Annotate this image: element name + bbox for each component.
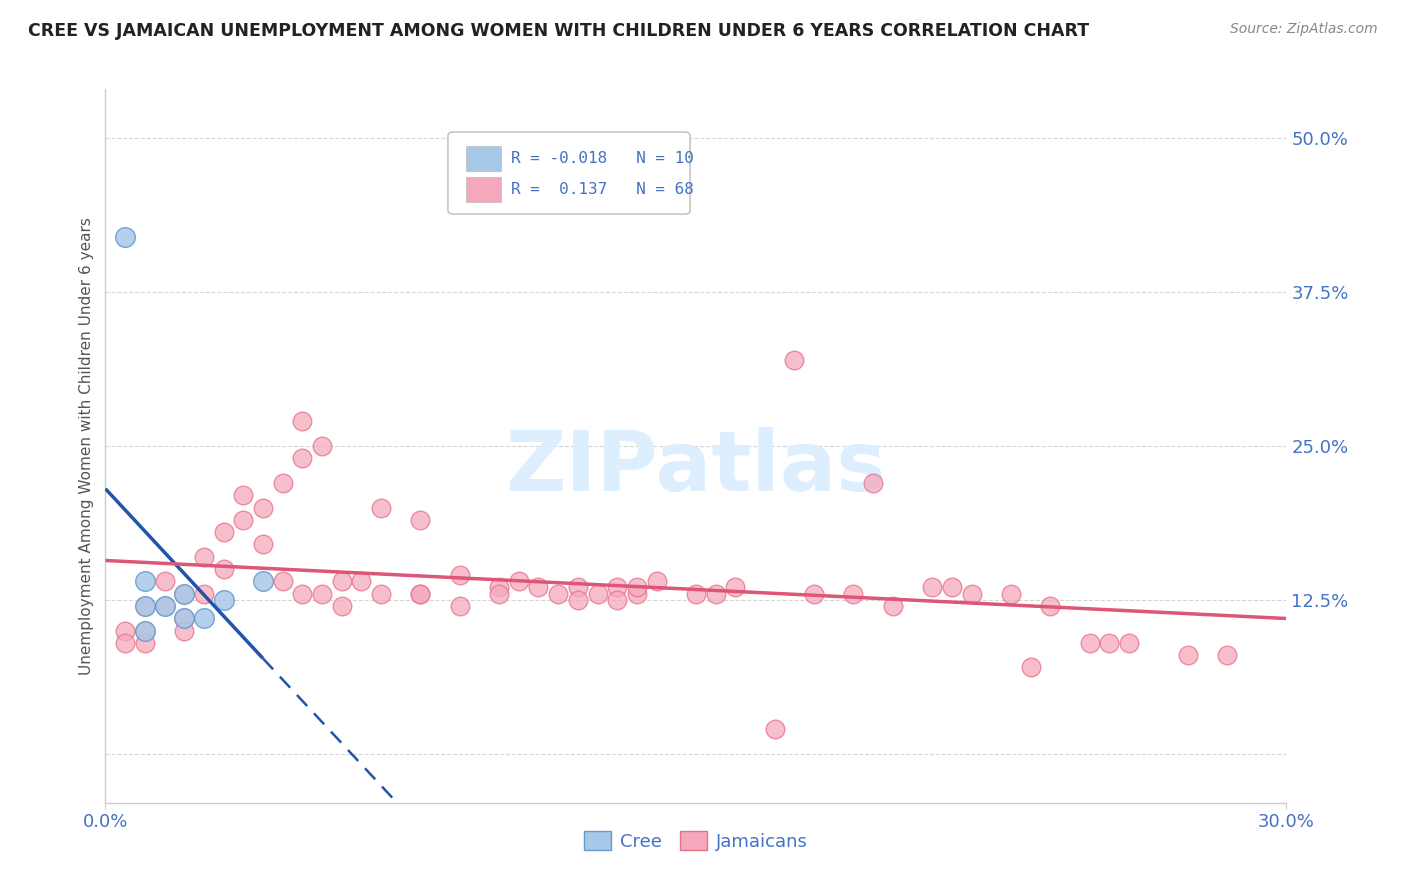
Text: ZIPatlas: ZIPatlas (506, 427, 886, 508)
Point (488, 581, 510, 595)
Point (291, 587, 314, 601)
Point (842, 587, 865, 601)
Point (606, 581, 628, 595)
Point (626, 581, 648, 595)
Point (134, 624, 156, 638)
Point (232, 513, 254, 527)
Point (173, 611, 195, 625)
Point (1216, 648, 1239, 662)
Text: R = -0.018   N = 10: R = -0.018 N = 10 (510, 151, 693, 166)
Point (212, 592, 235, 607)
Point (1039, 599, 1062, 613)
Legend: Cree, Jamaicans: Cree, Jamaicans (576, 824, 815, 858)
Point (153, 599, 176, 613)
Point (882, 599, 904, 613)
Text: R =  0.137   N = 68: R = 0.137 N = 68 (510, 182, 693, 196)
Point (862, 475, 884, 490)
Point (547, 587, 569, 601)
Point (134, 599, 156, 613)
Point (763, 722, 786, 736)
FancyBboxPatch shape (449, 132, 690, 214)
Point (134, 599, 156, 613)
Point (153, 599, 176, 613)
Point (783, 352, 806, 367)
Point (350, 574, 373, 589)
Point (803, 587, 825, 601)
FancyBboxPatch shape (465, 146, 501, 171)
Point (173, 624, 195, 638)
Point (212, 525, 235, 540)
Point (409, 587, 432, 601)
Point (173, 587, 195, 601)
Point (488, 587, 510, 601)
Point (173, 611, 195, 625)
Point (527, 581, 550, 595)
Point (252, 500, 274, 515)
Point (508, 574, 530, 589)
Point (153, 574, 176, 589)
Point (193, 587, 215, 601)
Point (704, 587, 727, 601)
Point (1000, 587, 1022, 601)
Point (1098, 636, 1121, 650)
Text: CREE VS JAMAICAN UNEMPLOYMENT AMONG WOMEN WITH CHILDREN UNDER 6 YEARS CORRELATIO: CREE VS JAMAICAN UNEMPLOYMENT AMONG WOME… (28, 22, 1090, 40)
Point (330, 599, 353, 613)
Point (941, 581, 963, 595)
Point (1019, 660, 1042, 674)
Point (271, 574, 294, 589)
Point (409, 513, 432, 527)
Text: Source: ZipAtlas.com: Source: ZipAtlas.com (1230, 22, 1378, 37)
Point (921, 581, 943, 595)
Point (193, 549, 215, 564)
Point (114, 230, 136, 244)
Point (645, 574, 668, 589)
Point (114, 624, 136, 638)
Point (212, 562, 235, 576)
Point (586, 587, 609, 601)
Point (291, 451, 314, 466)
Point (311, 439, 333, 453)
Point (370, 500, 392, 515)
Point (252, 574, 274, 589)
Point (291, 414, 314, 428)
Point (114, 636, 136, 650)
Point (1177, 648, 1199, 662)
Point (606, 592, 628, 607)
Point (134, 624, 156, 638)
Point (449, 568, 471, 582)
Y-axis label: Unemployment Among Women with Children Under 6 years: Unemployment Among Women with Children U… (79, 217, 94, 675)
FancyBboxPatch shape (465, 177, 501, 202)
Point (134, 574, 156, 589)
Point (626, 587, 648, 601)
Point (724, 581, 747, 595)
Point (173, 587, 195, 601)
Point (232, 488, 254, 502)
Point (567, 581, 589, 595)
Point (685, 587, 707, 601)
Point (370, 587, 392, 601)
Point (449, 599, 471, 613)
Point (1078, 636, 1101, 650)
Point (409, 587, 432, 601)
Point (311, 587, 333, 601)
Point (252, 537, 274, 551)
Point (271, 475, 294, 490)
Point (330, 574, 353, 589)
Point (1118, 636, 1140, 650)
Point (193, 611, 215, 625)
Point (960, 587, 983, 601)
Point (134, 636, 156, 650)
Point (567, 592, 589, 607)
